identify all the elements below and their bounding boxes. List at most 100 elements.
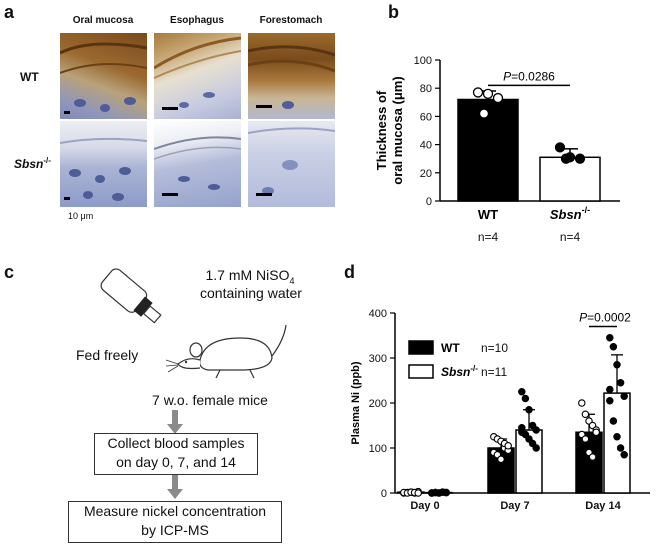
legend-swatch-wt — [408, 340, 434, 355]
micrograph-wt-oral-mucosa — [60, 33, 147, 119]
flow-arrow-1-head — [167, 424, 183, 434]
collect-blood-line2: on day 0, 7, and 14 — [116, 454, 236, 470]
legend-n-label: n=10 — [481, 341, 508, 355]
fed-freely-label: Fed freely — [76, 347, 139, 363]
data-point — [616, 444, 625, 452]
data-point — [478, 108, 490, 119]
legend-label-superscript: -/- — [470, 364, 478, 373]
y-tick-label: 80 — [420, 83, 432, 95]
data-point — [592, 428, 600, 437]
x-tick-label: Day 0 — [410, 500, 439, 512]
column-title-forestomach: Forestomach — [259, 15, 323, 26]
x-tick-label: Day 14 — [585, 500, 621, 512]
scale-bar-label: 10 μm — [68, 211, 94, 221]
collect-blood-line1: Collect blood samples — [107, 435, 245, 451]
y-tick-label: 100 — [414, 55, 432, 67]
data-point — [554, 142, 566, 153]
panel-letter-b: b — [388, 2, 399, 22]
data-point — [609, 342, 618, 351]
bar-wt-day-14 — [575, 431, 603, 494]
y-tick-label: 40 — [420, 140, 432, 152]
measure-nickel-line2: by ICP-MS — [141, 522, 209, 538]
solution-label-line2: containing water — [200, 285, 302, 301]
flow-arrow-2 — [172, 475, 178, 491]
measure-nickel-line1: Measure nickel concentration — [83, 503, 267, 519]
data-point — [560, 153, 572, 164]
row-label-sbsn: Sbsn-/- — [14, 156, 51, 171]
significance-p: P — [503, 69, 511, 83]
data-point — [609, 417, 618, 425]
mice-label: 7 w.o. female mice — [152, 392, 268, 408]
data-point — [442, 488, 450, 497]
y-tick-label: 100 — [369, 443, 387, 455]
data-point — [606, 333, 614, 342]
significance-label: P=0.0002 — [579, 311, 631, 325]
collect-blood-box: Collect blood samples on day 0, 7, and 1… — [94, 433, 258, 475]
row-label-sbsn-base: Sbsn — [14, 157, 44, 171]
x-tick-label: WT — [478, 207, 498, 222]
data-point — [504, 442, 512, 450]
data-point — [525, 406, 533, 414]
mouse-icon — [160, 320, 290, 382]
micrograph-wt-esophagus-texture — [154, 36, 241, 108]
y-tick-label: 400 — [369, 308, 387, 320]
data-point — [588, 453, 597, 461]
data-point — [620, 451, 628, 459]
scale-bar — [162, 193, 178, 196]
n-label: n=4 — [478, 230, 499, 244]
n-label: n=4 — [560, 230, 581, 244]
column-title-esophagus: Esophagus — [170, 15, 224, 26]
data-point — [581, 435, 590, 443]
measure-nickel-box: Measure nickel concentration by ICP-MS — [68, 501, 282, 543]
legend-label: WT — [441, 341, 460, 355]
bar-sbsn-day-14 — [603, 392, 631, 494]
panel-letter-d: d — [344, 262, 355, 282]
panel-letter-a: a — [4, 2, 15, 22]
legend-label-text: Sbsn — [441, 365, 470, 379]
micrograph-sbsn-oral-mucosa — [60, 121, 147, 207]
data-point — [532, 426, 540, 434]
y-tick-label: 300 — [369, 353, 387, 365]
x-tick-label-text: Sbsn — [550, 207, 582, 222]
scale-bar — [64, 111, 70, 114]
flow-arrow-2-head — [167, 489, 183, 499]
column-title-oral-mucosa: Oral mucosa — [72, 15, 134, 26]
bar-sbsn — [539, 156, 601, 202]
significance-value: =0.0002 — [587, 311, 631, 325]
data-point — [472, 87, 484, 98]
y-axis-label: Thickness oforal mucosa (μm) — [374, 76, 405, 184]
data-point — [532, 444, 540, 452]
micrograph-wt-forestomach-texture — [248, 45, 335, 109]
data-point — [518, 388, 526, 396]
y-tick-label: 60 — [420, 111, 432, 123]
x-tick-label-text: WT — [478, 207, 498, 222]
solution-label-base: 1.7 mM NiSO — [205, 267, 290, 283]
y-axis-label-line1: Thickness of — [374, 90, 389, 170]
y-tick-label: 200 — [369, 398, 387, 410]
scale-bar — [64, 197, 70, 200]
scale-bar — [162, 107, 178, 110]
data-point — [613, 361, 621, 369]
micrograph-wt-esophagus — [154, 33, 241, 119]
legend-label-text: WT — [441, 341, 460, 355]
flow-arrow-1 — [172, 410, 178, 426]
data-point — [574, 153, 586, 164]
scale-bar — [256, 105, 272, 108]
data-point — [606, 385, 614, 394]
x-tick-label: Day 7 — [500, 500, 529, 512]
data-point — [518, 424, 526, 432]
panel-letter-c: c — [4, 262, 15, 282]
y-axis-label-line2: oral mucosa (μm) — [390, 76, 405, 184]
x-tick-label: Sbsn-/- — [550, 205, 590, 222]
scale-bar — [256, 193, 272, 196]
data-point — [497, 455, 505, 464]
significance-value: =0.0286 — [511, 69, 555, 83]
micrograph-wt-forestomach — [248, 33, 335, 119]
data-point — [414, 489, 422, 497]
row-label-wt: WT — [20, 70, 39, 84]
data-point — [492, 92, 504, 104]
chart-b: 0 20 40 60 80 100 Thickness oforal mucosa (μm)… — [374, 55, 620, 244]
solution-label: 1.7 mM NiSO4 — [190, 267, 310, 286]
row-label-sbsn-superscript: -/- — [43, 156, 51, 165]
legend-swatch-sbsn — [408, 364, 434, 379]
